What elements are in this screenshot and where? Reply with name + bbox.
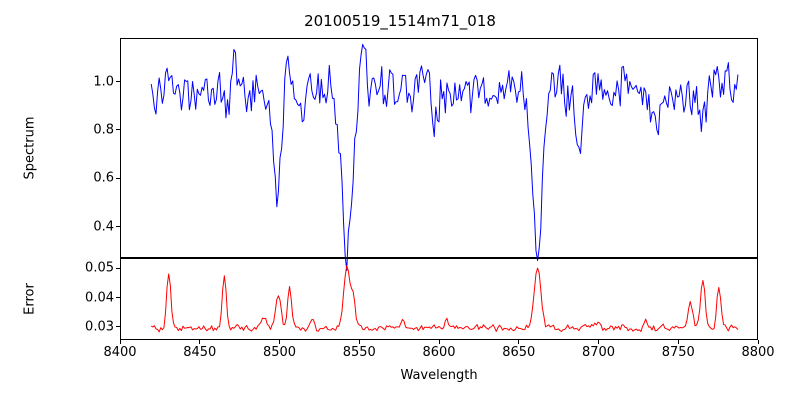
spectrum-y-tick-mark bbox=[116, 81, 120, 83]
error-y-tick-mark bbox=[116, 267, 120, 269]
x-tick-mark bbox=[438, 340, 440, 344]
spectrum-plot-area bbox=[120, 38, 758, 258]
spectrum-y-tick-label: 1.0 bbox=[93, 74, 114, 90]
x-tick-label: 8750 bbox=[661, 345, 695, 360]
x-tick-mark bbox=[279, 340, 280, 344]
x-tick-mark bbox=[199, 340, 201, 344]
spectrum-y-tick-mark bbox=[116, 177, 120, 179]
x-tick-label: 8450 bbox=[183, 345, 217, 360]
spectrum-y-tick-label: 0.8 bbox=[93, 122, 114, 138]
x-tick-mark bbox=[598, 340, 599, 344]
spectrum-y-tick-mark bbox=[116, 226, 120, 228]
x-tick-label: 8400 bbox=[103, 345, 137, 360]
spectrum-line-series bbox=[121, 39, 757, 257]
error-y-tick-label: 0.05 bbox=[85, 260, 114, 276]
spectrum-y-axis-label: Spectrum bbox=[22, 116, 38, 180]
spectrum-y-tick-mark bbox=[116, 129, 120, 131]
x-tick-label: 8650 bbox=[502, 345, 536, 360]
error-y-tick-label: 0.03 bbox=[85, 319, 114, 335]
x-tick-label: 8600 bbox=[422, 345, 456, 360]
spectrum-y-tick-label: 0.6 bbox=[93, 170, 114, 186]
error-plot-area bbox=[120, 258, 758, 340]
x-tick-label: 8500 bbox=[262, 345, 297, 360]
page-title: 20100519_1514m71_018 bbox=[304, 12, 496, 30]
x-tick-label: 8700 bbox=[581, 345, 616, 360]
error-y-tick-mark bbox=[116, 297, 120, 299]
x-tick-label: 8800 bbox=[741, 345, 775, 360]
x-tick-label: 8550 bbox=[342, 345, 376, 360]
x-tick-mark bbox=[757, 340, 759, 344]
x-tick-mark bbox=[677, 340, 679, 344]
error-y-tick-label: 0.04 bbox=[85, 290, 114, 306]
x-tick-mark bbox=[358, 340, 360, 344]
error-y-axis-label: Error bbox=[22, 283, 38, 315]
error-y-tick-mark bbox=[116, 326, 120, 328]
x-axis-label: Wavelength bbox=[400, 368, 478, 383]
x-tick-mark bbox=[119, 340, 121, 344]
error-line-series bbox=[121, 259, 757, 339]
spectrum-y-tick-label: 0.4 bbox=[93, 219, 114, 235]
x-tick-mark bbox=[518, 340, 520, 344]
